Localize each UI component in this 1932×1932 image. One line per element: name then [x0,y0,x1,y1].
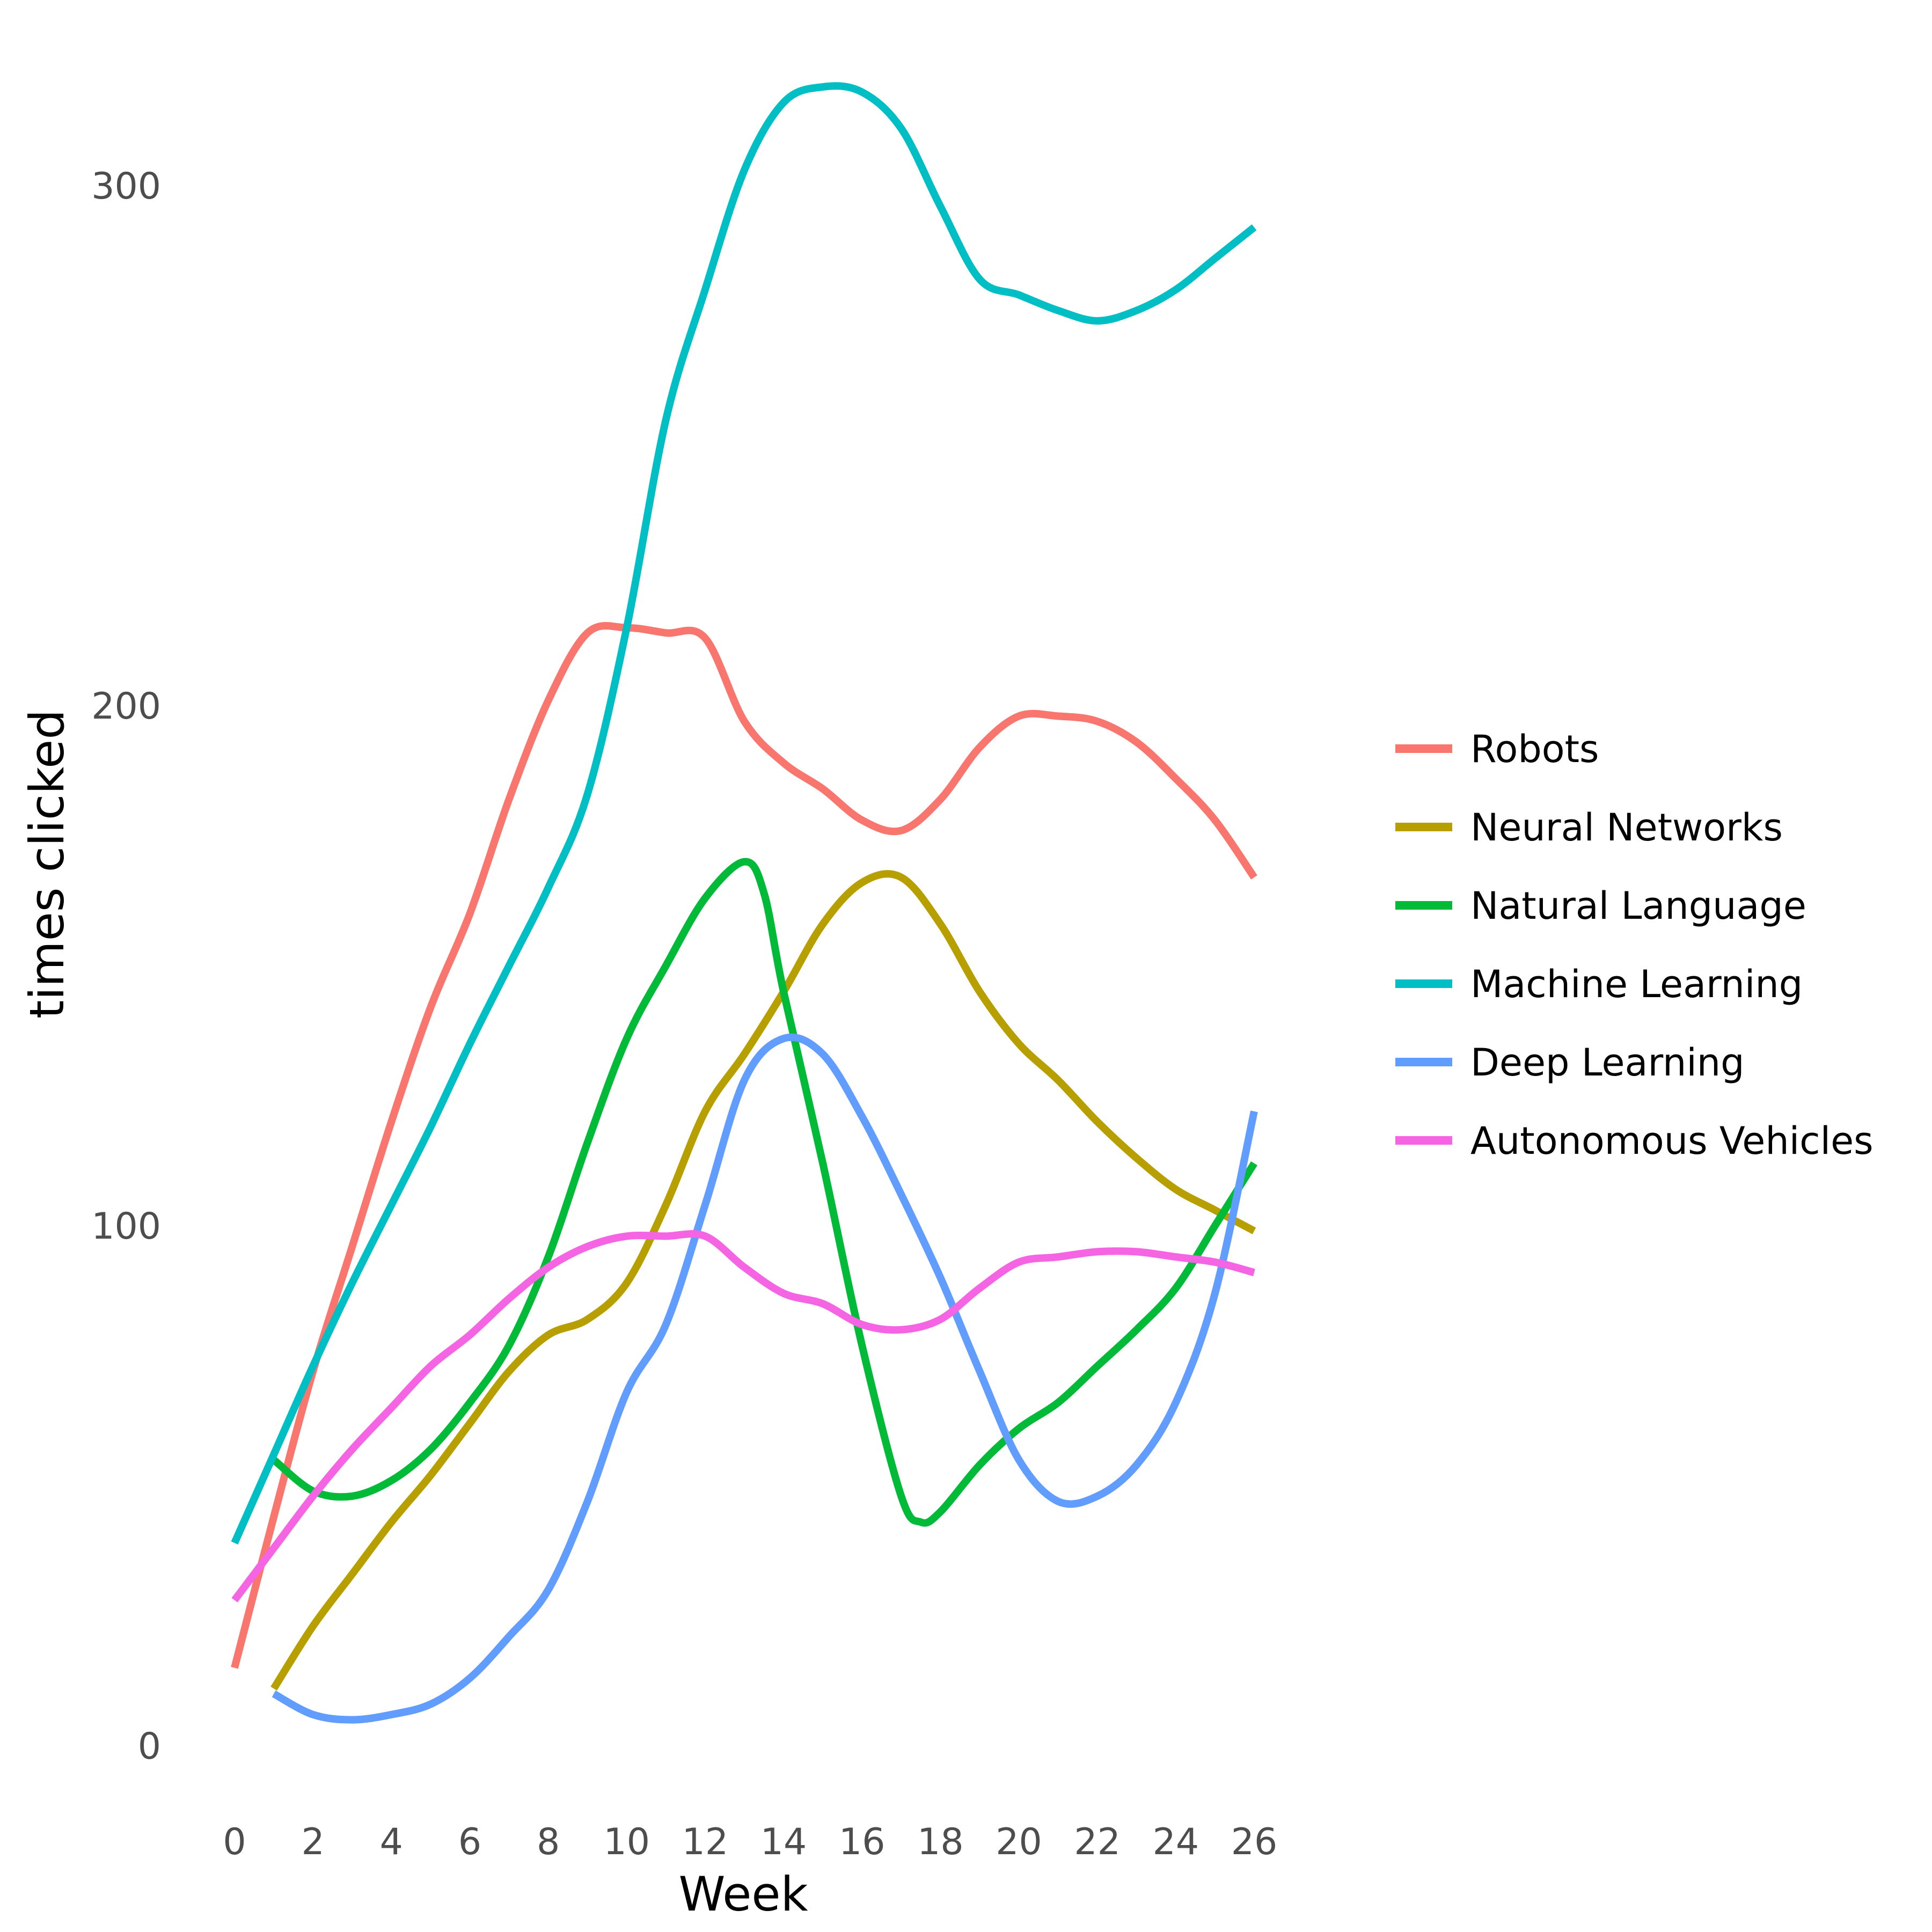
x-tick-label: 6 [458,1821,481,1863]
x-tick-label: 8 [537,1821,560,1863]
x-tick-label: 4 [380,1821,403,1863]
y-tick-label: 300 [91,165,161,208]
series-line-deep-learning [272,1033,1258,1724]
x-tick-label: 12 [682,1821,729,1863]
x-axis-tick-labels: 0 2 4 6 8 10 12 14 16 18 20 22 24 26 [223,1821,1277,1863]
x-tick-label: 2 [302,1821,325,1863]
y-tick-label: 0 [138,1725,161,1768]
x-tick-label: 18 [917,1821,964,1863]
series-line-neural-networks [270,870,1256,1691]
x-tick-label: 16 [839,1821,885,1863]
legend-label: Robots [1470,727,1599,771]
legend-label: Natural Language [1470,884,1806,928]
y-tick-label: 200 [91,685,161,728]
y-axis-tick-labels: 0 100 200 300 [91,165,161,1768]
series-line-machine-learning [231,82,1257,1545]
legend-label: Machine Learning [1470,962,1803,1006]
legend: Robots Neural Networks Natural Language Mac… [1395,727,1874,1163]
legend-label: Deep Learning [1470,1041,1745,1085]
series-line-autonomous-vehicles [231,1230,1255,1602]
x-tick-label: 20 [996,1821,1042,1863]
x-tick-label: 14 [760,1821,807,1863]
x-tick-label: 26 [1231,1821,1278,1863]
y-axis-title: times clicked [19,709,75,1019]
legend-label: Neural Networks [1470,806,1783,850]
x-tick-label: 22 [1074,1821,1121,1863]
x-axis-title: Week [678,1867,808,1922]
y-tick-label: 100 [91,1205,161,1248]
series-line-robots [231,622,1257,1669]
x-tick-label: 0 [223,1821,246,1863]
legend-label: Autonomous Vehicles [1470,1119,1874,1163]
x-tick-label: 10 [604,1821,650,1863]
series-line-natural-language [271,858,1257,1527]
x-tick-label: 24 [1153,1821,1199,1863]
series-lines [231,82,1258,1724]
